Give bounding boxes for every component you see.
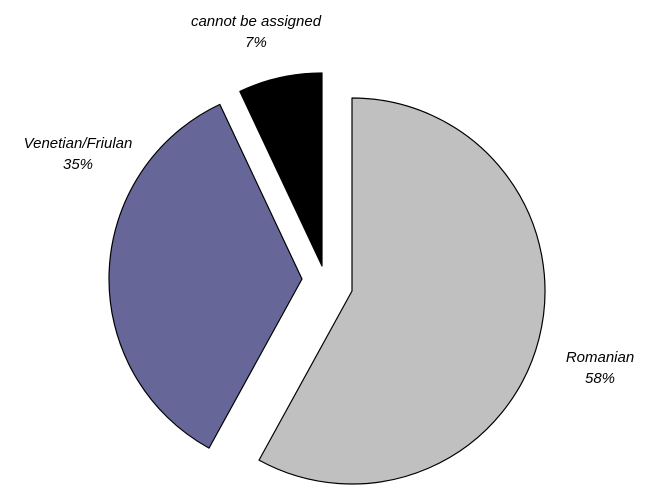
pie-slice-venetian-friulan <box>108 103 303 449</box>
slice-label-romanian: Romanian 58% <box>566 349 634 387</box>
slice-percent-label: 7% <box>245 34 267 51</box>
slice-percent-label: 35% <box>63 156 93 173</box>
pie-slices <box>108 72 546 485</box>
pie-labels: Romanian 58% Venetian/Friulan 35% cannot be … <box>24 13 635 387</box>
pie-slice-romanian <box>258 97 546 485</box>
slice-percent-label: 58% <box>585 370 615 387</box>
slice-category-label: Romanian <box>566 349 634 366</box>
slice-label-cannot-be-assigned: cannot be assigned 7% <box>191 13 322 51</box>
slice-label-venetian-friulan: Venetian/Friulan 35% <box>24 135 133 173</box>
slice-category-label: Venetian/Friulan <box>24 135 133 152</box>
slice-category-label: cannot be assigned <box>191 13 322 30</box>
pie-slice-cannot-be-assigned <box>239 72 323 267</box>
